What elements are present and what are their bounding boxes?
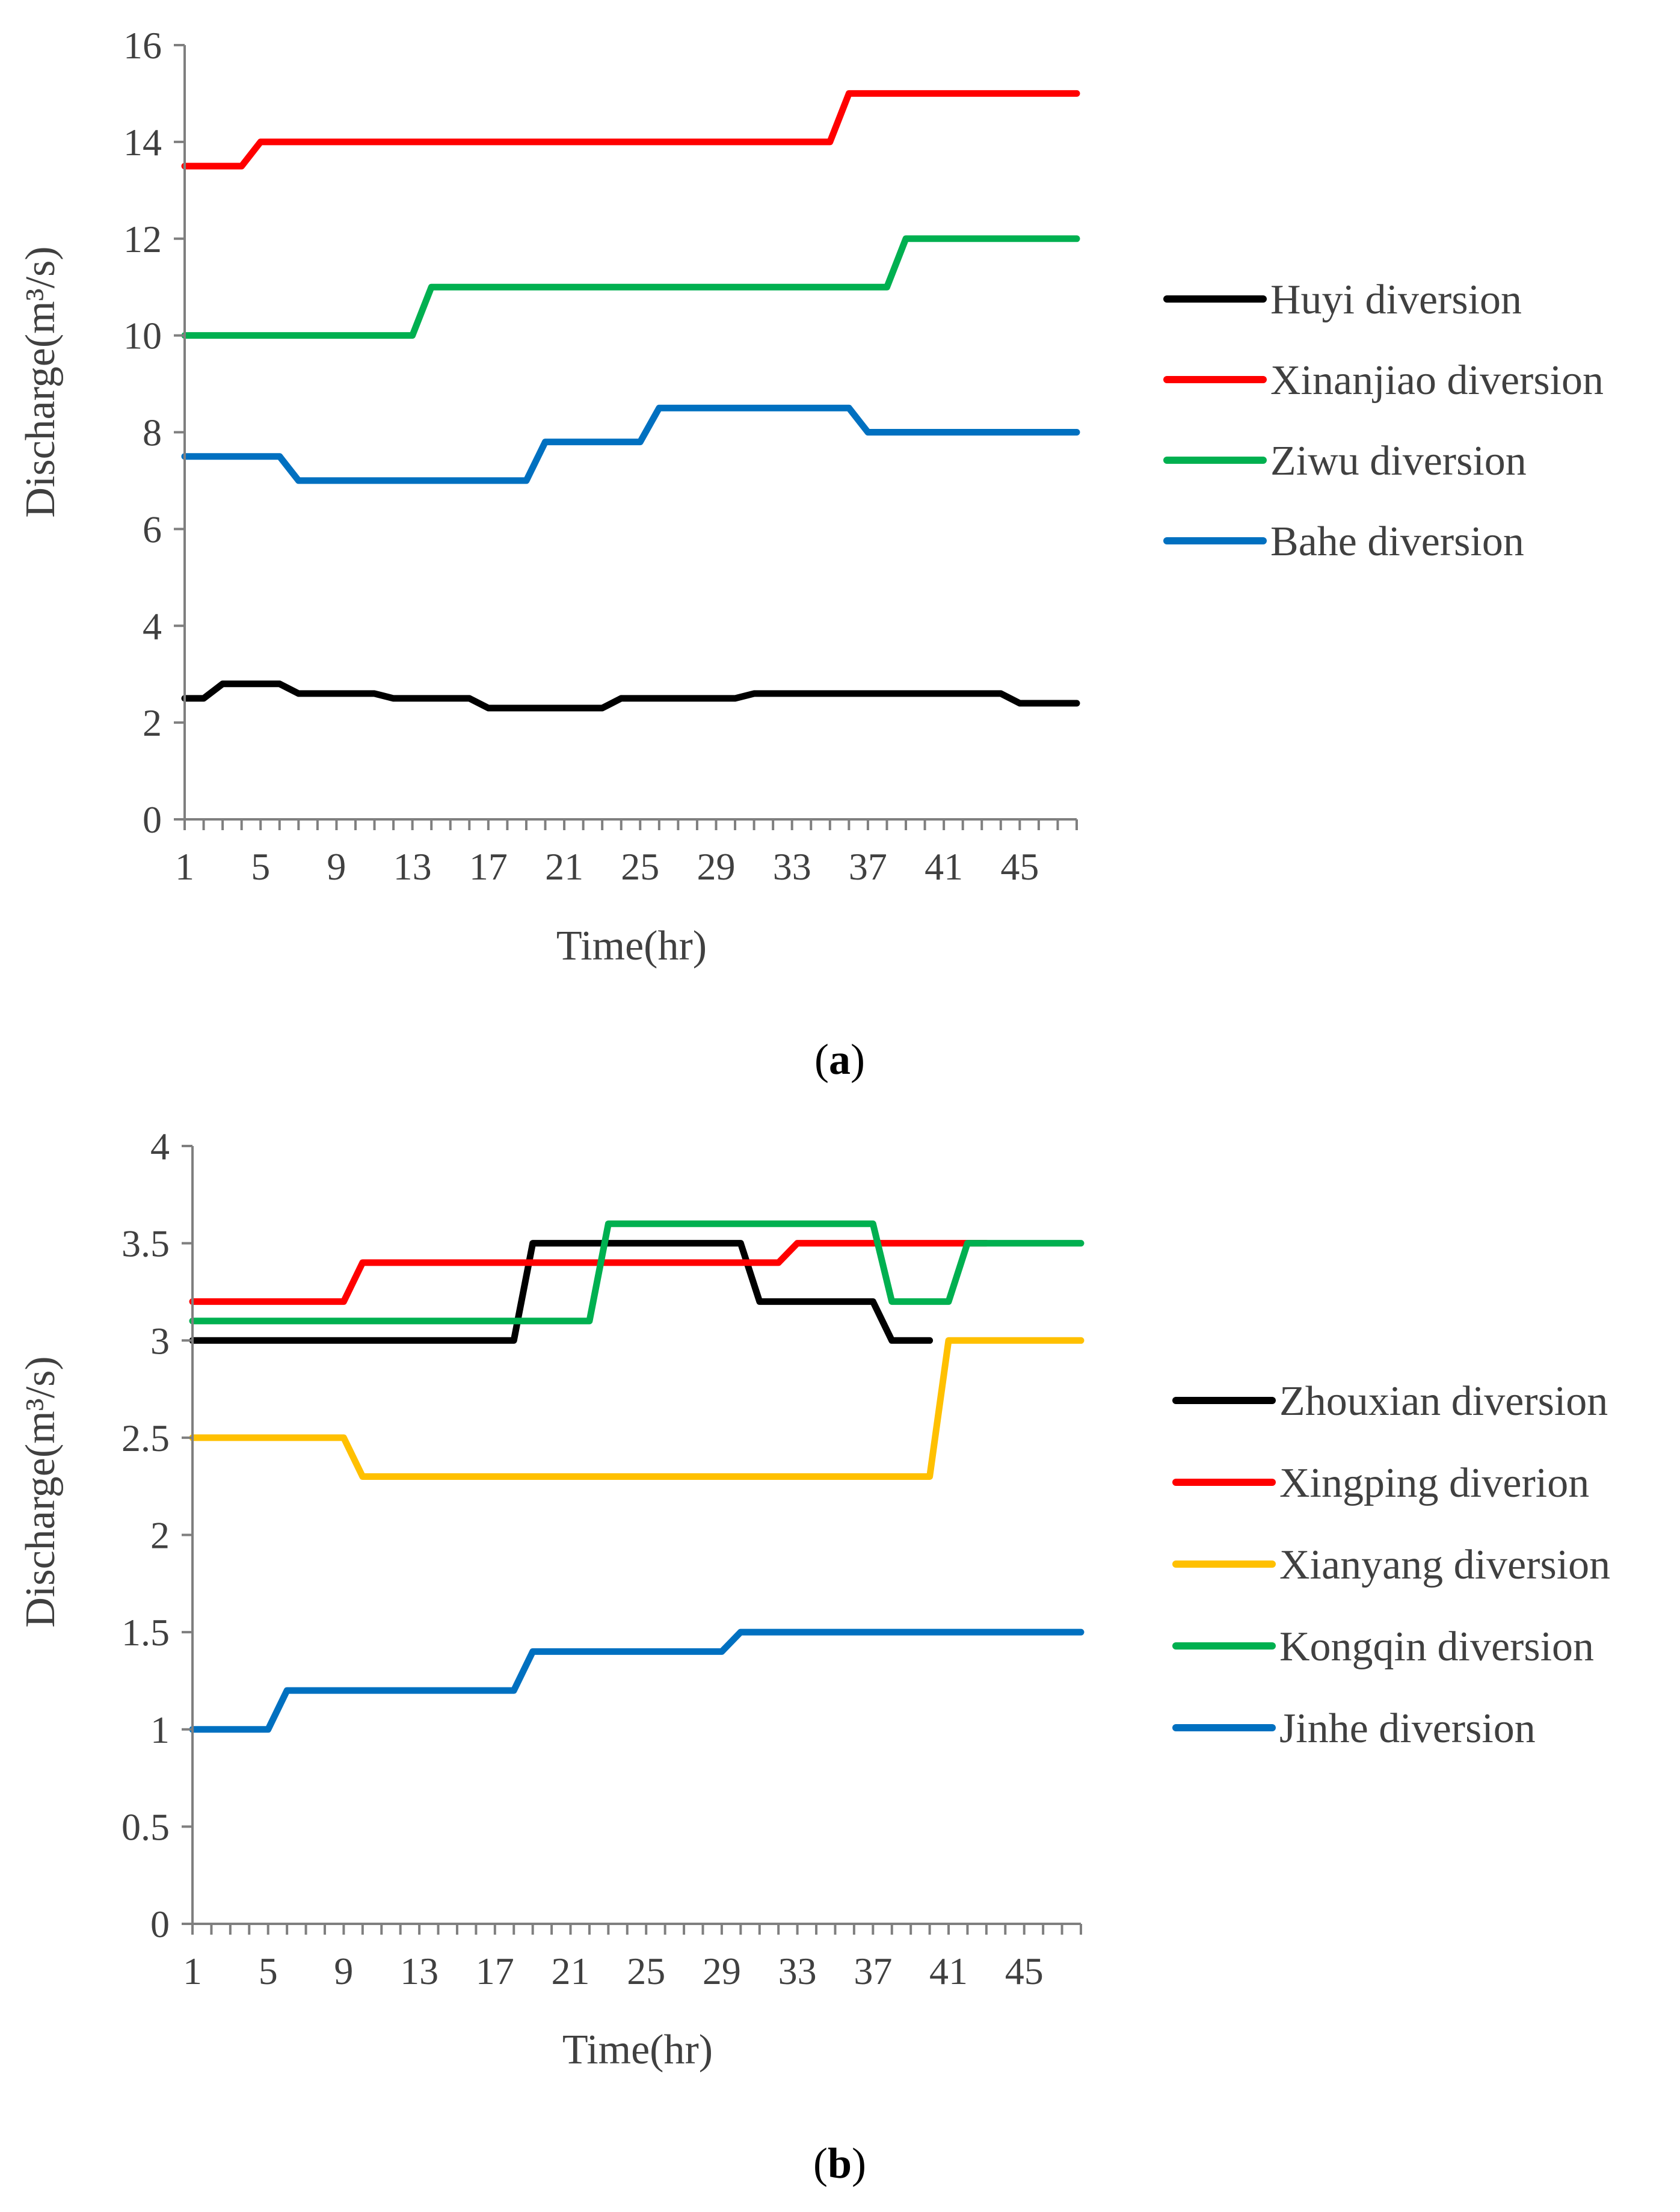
y-tick-label: 0 (143, 798, 162, 841)
series-line-kongqin-diversion (189, 1220, 1085, 1325)
series-line-xianyang-diversion (189, 1337, 1085, 1480)
y-tick-label: 3.5 (122, 1222, 170, 1265)
y-tick-label: 10 (123, 315, 162, 357)
x-tick-label: 5 (251, 845, 270, 888)
chart-b-series-lines (189, 1220, 1085, 1733)
chart-a-legend: Huyi diversion Xinanjiao diversion Ziwu di… (1163, 277, 1604, 565)
x-tick-label: 21 (552, 1950, 590, 1992)
y-tick-label: 2 (150, 1514, 170, 1557)
x-tick-label: 1 (175, 845, 194, 888)
legend-label-zhouxian-diversion: Zhouxian diversion (1279, 1378, 1608, 1425)
series-line-xingping-diverion (189, 1240, 990, 1305)
x-tick-label: 37 (849, 845, 887, 888)
chart-b-y-axis-title: Discharge(m³/s) (17, 1356, 64, 1627)
chart-b-x-axis-title: Time(hr) (562, 2027, 713, 2073)
y-tick-label: 4 (150, 1125, 170, 1168)
legend-label-xianyang-diversion: Xianyang diversion (1279, 1542, 1610, 1588)
y-tick-label: 1.5 (122, 1611, 170, 1654)
chart-a-series-lines (181, 90, 1080, 712)
y-tick-label: 2.5 (122, 1417, 170, 1459)
legend-label-bahe-diversion: Bahe diversion (1270, 519, 1524, 565)
x-tick-label: 29 (697, 845, 735, 888)
x-tick-label: 45 (1000, 845, 1039, 888)
series-line-jinhe-diversion (189, 1628, 1085, 1733)
y-tick-label: 2 (143, 701, 162, 744)
chart-a-x-axis-title: Time(hr) (556, 923, 707, 969)
y-tick-label: 16 (123, 24, 162, 67)
x-tick-label: 41 (929, 1950, 968, 1992)
y-tick-label: 1 (150, 1708, 170, 1751)
series-line-zhouxian-diversion (189, 1240, 934, 1344)
y-tick-label: 6 (143, 508, 162, 550)
x-tick-label: 25 (621, 845, 659, 888)
series-line-huyi-diversion (181, 680, 1080, 712)
x-tick-label: 9 (327, 845, 346, 888)
legend-label-kongqin-diversion: Kongqin diversion (1279, 1624, 1594, 1670)
chart-b-caption-letter: b (828, 2139, 852, 2187)
legend-label-jinhe-diversion: Jinhe diversion (1279, 1705, 1536, 1752)
x-tick-label: 21 (545, 845, 583, 888)
chart-a-caption-open: ( (814, 1035, 829, 1083)
x-tick-label: 33 (778, 1950, 817, 1992)
x-tick-label: 5 (259, 1950, 278, 1992)
x-tick-label: 17 (476, 1950, 514, 1992)
chart-b-caption: (b) (813, 2139, 866, 2187)
x-tick-label: 25 (627, 1950, 665, 1992)
x-tick-label: 9 (334, 1950, 353, 1992)
legend-label-xinanjiao-diversion: Xinanjiao diversion (1270, 357, 1604, 404)
chart-b-ticks: 00.511.522.533.541 5 9 13 17 21 25 29 33 37 41 45 (122, 1125, 1082, 1992)
x-tick-label: 1 (183, 1950, 202, 1992)
y-tick-label: 4 (143, 605, 162, 647)
y-tick-label: 0 (150, 1903, 170, 1946)
chart-b-caption-open: ( (813, 2139, 828, 2187)
x-tick-label: 13 (393, 845, 432, 888)
x-tick-label: 17 (469, 845, 508, 888)
chart-a-ticks: 0 2 4 6 8 10 12 14 16 1 5 9 13 17 21 25 29 33 37 41 45 (123, 24, 1078, 888)
chart-a: 0 2 4 6 8 10 12 14 16 1 5 9 13 17 21 25 29 33 37 41 45 Time(… (17, 24, 1604, 1083)
x-tick-label: 29 (703, 1950, 741, 1992)
series-line-bahe-diversion (181, 404, 1080, 484)
x-tick-label: 37 (854, 1950, 892, 1992)
y-tick-label: 14 (123, 121, 162, 164)
y-tick-label: 3 (150, 1319, 170, 1362)
x-tick-label: 33 (773, 845, 811, 888)
chart-b: 00.511.522.533.541 5 9 13 17 21 25 29 33 37 41 45 T… (17, 1125, 1610, 2187)
x-tick-label: 13 (400, 1950, 438, 1992)
y-tick-label: 12 (123, 218, 162, 260)
legend-label-xingping-diverion: Xingping diverion (1279, 1460, 1589, 1506)
legend-label-ziwu-diversion: Ziwu diversion (1270, 438, 1527, 484)
y-tick-label: 0.5 (122, 1805, 170, 1848)
chart-a-caption-close: ) (851, 1035, 865, 1083)
y-tick-label: 8 (143, 411, 162, 454)
x-tick-label: 41 (925, 845, 963, 888)
chart-a-y-axis-title: Discharge(m³/s) (17, 246, 64, 517)
series-line-xinanjiao-diversion (181, 90, 1080, 170)
legend-label-huyi-diversion: Huyi diversion (1270, 277, 1522, 323)
x-tick-label: 45 (1005, 1950, 1044, 1992)
chart-a-caption: (a) (814, 1035, 865, 1083)
chart-a-caption-letter: a (829, 1035, 851, 1083)
chart-b-legend: Zhouxian diversion Xingping diverion Xiany… (1172, 1378, 1610, 1752)
series-line-ziwu-diversion (181, 235, 1080, 339)
chart-b-caption-close: ) (852, 2139, 866, 2187)
